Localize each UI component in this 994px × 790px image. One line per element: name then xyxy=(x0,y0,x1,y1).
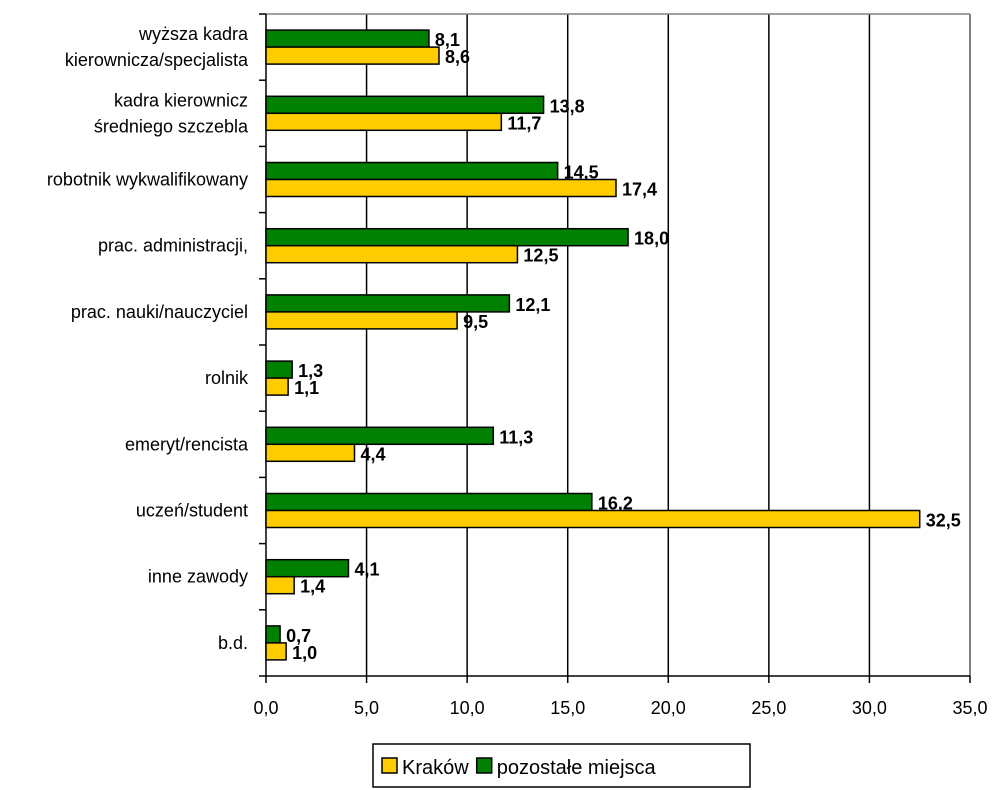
data-label: 12,5 xyxy=(523,246,558,266)
bar xyxy=(265,29,430,48)
x-tick-label: 5,0 xyxy=(354,698,379,718)
x-tick-label: 20,0 xyxy=(651,698,686,718)
category-label: prac. nauki/nauczyciel xyxy=(71,302,248,322)
data-label: 13,8 xyxy=(550,96,585,116)
bar xyxy=(265,294,511,313)
bar xyxy=(265,575,295,595)
data-label: 8,1 xyxy=(435,30,460,50)
bar xyxy=(265,558,350,578)
category-label: prac. administracji, xyxy=(98,236,248,256)
bar xyxy=(265,360,293,379)
bar xyxy=(265,426,495,446)
category-label: emeryt/rencista xyxy=(125,434,249,454)
bar xyxy=(265,161,559,181)
data-label: 4,1 xyxy=(354,560,379,580)
data-label: 1,4 xyxy=(300,577,325,597)
legend-label: pozostałe miejsca xyxy=(497,757,657,779)
data-label: 1,1 xyxy=(294,378,319,398)
bar xyxy=(265,625,281,644)
bar xyxy=(265,642,287,661)
x-tick-label: 25,0 xyxy=(751,698,786,718)
data-label: 11,3 xyxy=(499,427,533,447)
bar xyxy=(265,178,617,198)
category-label: średniego szczebla xyxy=(94,116,249,136)
x-tick-label: 15,0 xyxy=(550,698,585,718)
bar xyxy=(265,377,289,396)
bar xyxy=(265,443,356,463)
category-label: uczeń/student xyxy=(136,501,248,521)
bar xyxy=(265,509,921,529)
category-label: inne zawody xyxy=(148,567,248,587)
bar xyxy=(265,244,519,264)
category-label: rolnik xyxy=(205,368,249,388)
bar xyxy=(265,112,503,132)
bar xyxy=(265,492,593,512)
bar xyxy=(265,227,629,247)
category-label: wyższa kadra xyxy=(138,24,249,44)
x-tick-label: 30,0 xyxy=(852,698,887,718)
legend: Kraków pozostałe miejsca xyxy=(372,743,751,788)
data-label: 11,7 xyxy=(507,113,541,133)
data-label: 14,5 xyxy=(564,163,599,183)
legend-box xyxy=(372,743,751,788)
data-label: 17,4 xyxy=(622,180,657,200)
data-label: 9,5 xyxy=(463,312,488,332)
data-label: 32,5 xyxy=(926,511,961,531)
legend-swatch xyxy=(475,757,493,774)
x-tick-label: 0,0 xyxy=(253,698,278,718)
data-label: 1,0 xyxy=(292,643,317,663)
data-label: 16,2 xyxy=(598,494,633,514)
bar xyxy=(265,46,440,65)
bar xyxy=(265,95,545,115)
legend-swatch xyxy=(381,757,398,774)
data-label: 4,4 xyxy=(361,444,386,464)
category-label: kadra kierownicz xyxy=(114,90,248,110)
data-label: 12,1 xyxy=(515,295,550,315)
category-label: robotnik wykwalifikowany xyxy=(47,170,248,190)
data-label: 0,7 xyxy=(286,626,311,646)
data-label: 8,6 xyxy=(445,47,470,67)
data-label: 18,0 xyxy=(634,229,669,249)
data-label: 1,3 xyxy=(298,361,323,381)
plot-area: 0,0 5,0 10,0 15,0 20,0 25,0 30,0 35,0 wyższa kad… xyxy=(47,13,988,718)
legend-label: Kraków xyxy=(402,757,469,779)
category-label: kierownicza/specjalista xyxy=(65,50,249,70)
category-label: b.d. xyxy=(218,633,248,653)
x-tick-label: 35,0 xyxy=(952,698,987,718)
x-tick-label: 10,0 xyxy=(450,698,485,718)
bar xyxy=(265,311,458,330)
